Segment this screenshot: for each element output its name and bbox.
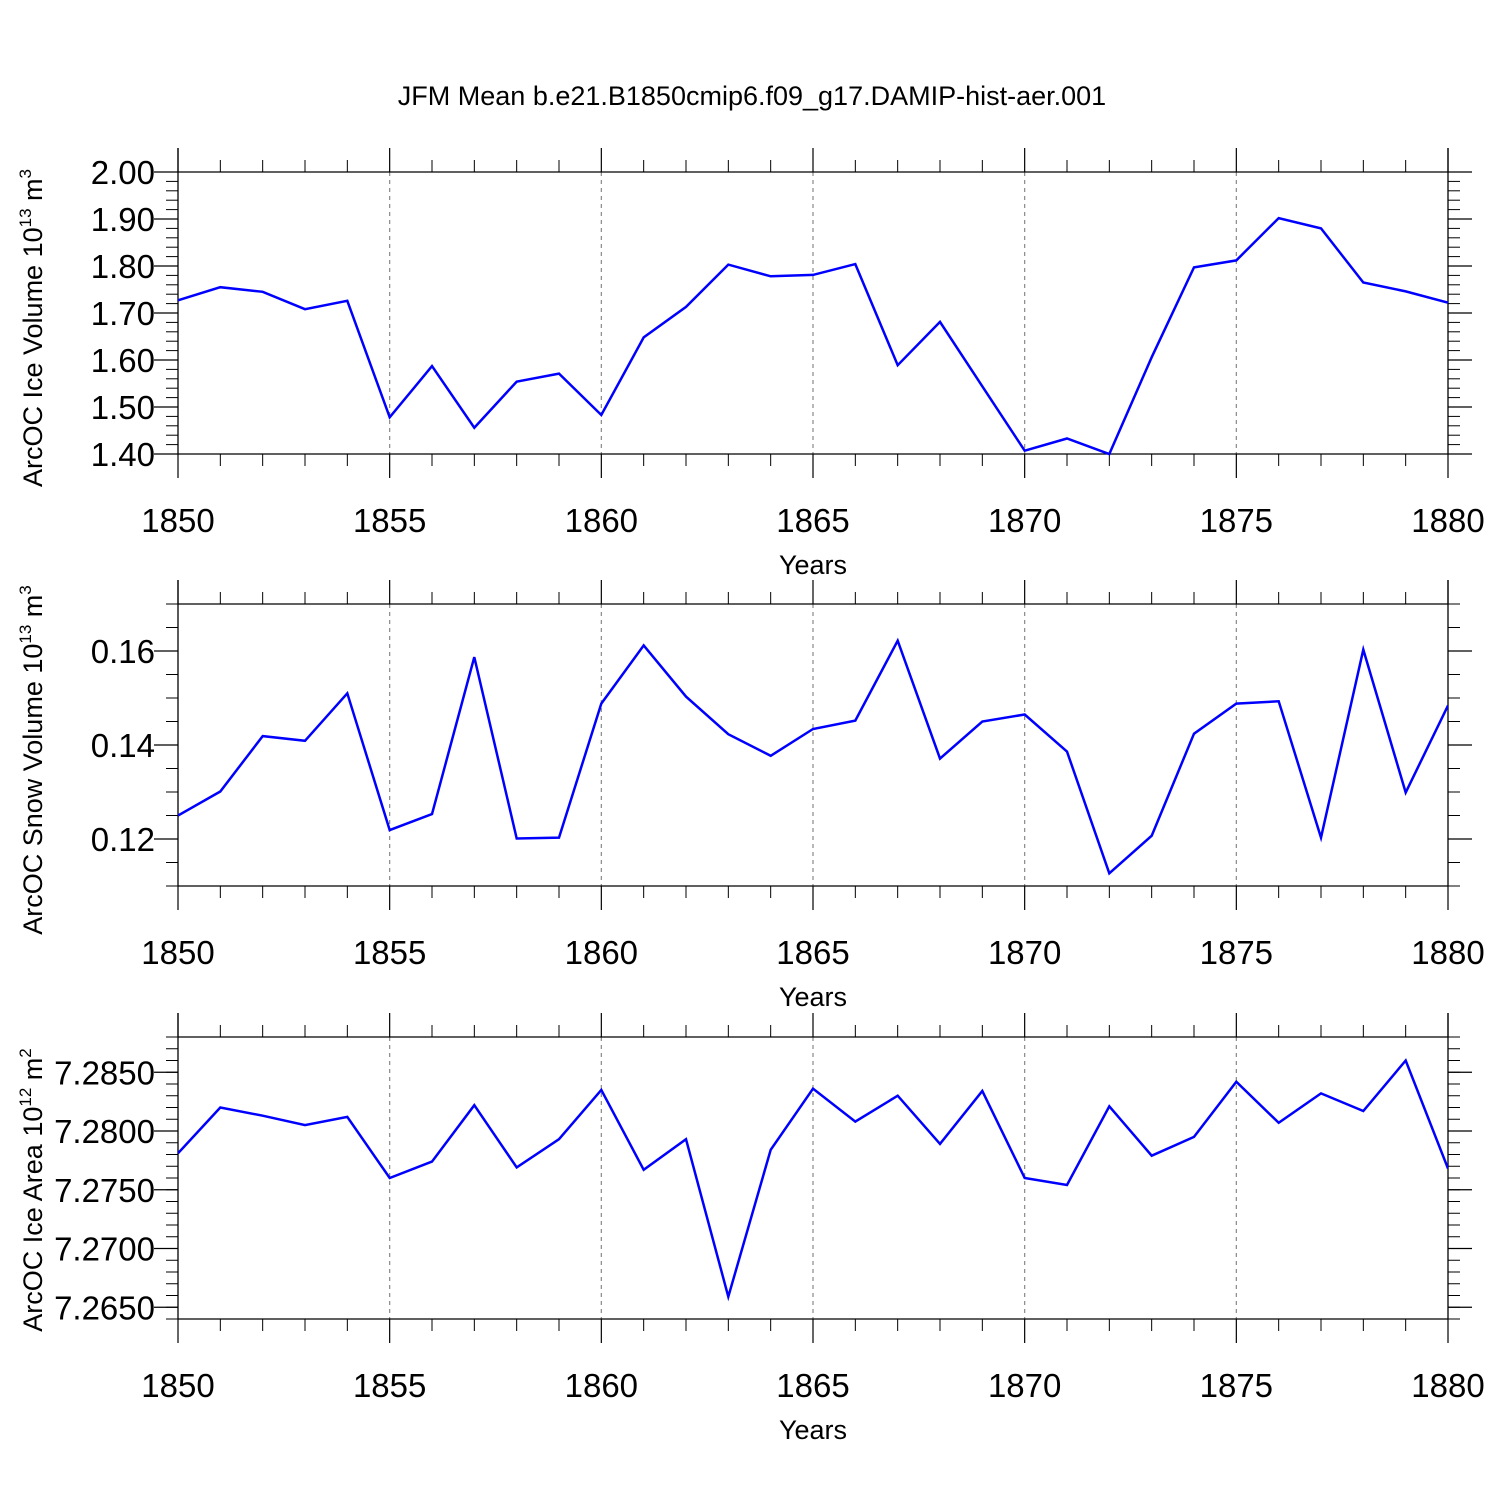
y-tick-label: 2.00 — [91, 154, 155, 191]
x-tick-label: 1880 — [1411, 502, 1484, 539]
x-tick-label: 1850 — [141, 934, 214, 971]
x-axis-title: Years — [779, 550, 847, 580]
y-axis-title: ArcOC Ice Volume 1013 m3 — [16, 169, 48, 487]
x-tick-label: 1870 — [988, 502, 1061, 539]
panel-1: 1.40 1.50 1.60 1.70 1.80 1.90 2.00 1850 1855 1860… — [16, 148, 1485, 580]
series-line — [178, 1058, 1448, 1302]
series-line — [178, 637, 1448, 876]
x-tick-label: 1860 — [565, 934, 638, 971]
y-tick-label: 0.12 — [91, 821, 155, 858]
y-tick-label: 7.2800 — [54, 1113, 155, 1150]
x-tick-label: 1850 — [141, 502, 214, 539]
x-tick-label: 1850 — [141, 1367, 214, 1404]
x-tick-label: 1875 — [1200, 934, 1273, 971]
x-tick-label: 1865 — [776, 1367, 849, 1404]
y-tick-label: 1.90 — [91, 201, 155, 238]
y-tick-label: 7.2650 — [54, 1289, 155, 1326]
x-tick-label: 1865 — [776, 502, 849, 539]
x-tick-label: 1880 — [1411, 934, 1484, 971]
x-tick-label: 1855 — [353, 1367, 426, 1404]
chart-title: JFM Mean b.e21.B1850cmip6.f09_g17.DAMIP-… — [398, 81, 1106, 111]
series-line — [178, 216, 1448, 456]
y-tick-label: 7.2700 — [54, 1231, 155, 1268]
y-tick-label: 1.40 — [91, 436, 155, 473]
plots: 1.40 1.50 1.60 1.70 1.80 1.90 2.00 1850 1855 1860… — [16, 148, 1485, 1445]
y-tick-label: 1.70 — [91, 295, 155, 332]
y-tick-label: 7.2750 — [54, 1172, 155, 1209]
y-axis-title: ArcOC Snow Volume 1013 m3 — [16, 585, 48, 935]
x-axis-title: Years — [779, 1415, 847, 1445]
x-tick-label: 1875 — [1200, 502, 1273, 539]
y-tick-label: 1.50 — [91, 389, 155, 426]
x-tick-label: 1860 — [565, 502, 638, 539]
x-tick-label: 1880 — [1411, 1367, 1484, 1404]
panel-2: 0.12 0.14 0.16 1850 1855 1860 1865 1870 1875 1880… — [16, 580, 1485, 1012]
x-tick-label: 1870 — [988, 934, 1061, 971]
x-tick-label: 1875 — [1200, 1367, 1273, 1404]
x-tick-label: 1855 — [353, 502, 426, 539]
y-axis-title: ArcOC Ice Area 1012 m2 — [16, 1048, 48, 1332]
y-tick-label: 1.60 — [91, 342, 155, 379]
y-tick-label: 0.14 — [91, 727, 155, 764]
x-axis-title: Years — [779, 982, 847, 1012]
y-tick-label: 7.2850 — [54, 1054, 155, 1091]
x-tick-label: 1870 — [988, 1367, 1061, 1404]
x-tick-label: 1865 — [776, 934, 849, 971]
panel-3: 7.2650 7.2700 7.2750 7.2800 7.2850 1850 1855 18… — [16, 1013, 1485, 1445]
x-tick-label: 1860 — [565, 1367, 638, 1404]
y-tick-label: 1.80 — [91, 248, 155, 285]
y-tick-label: 0.16 — [91, 633, 155, 670]
x-tick-label: 1855 — [353, 934, 426, 971]
